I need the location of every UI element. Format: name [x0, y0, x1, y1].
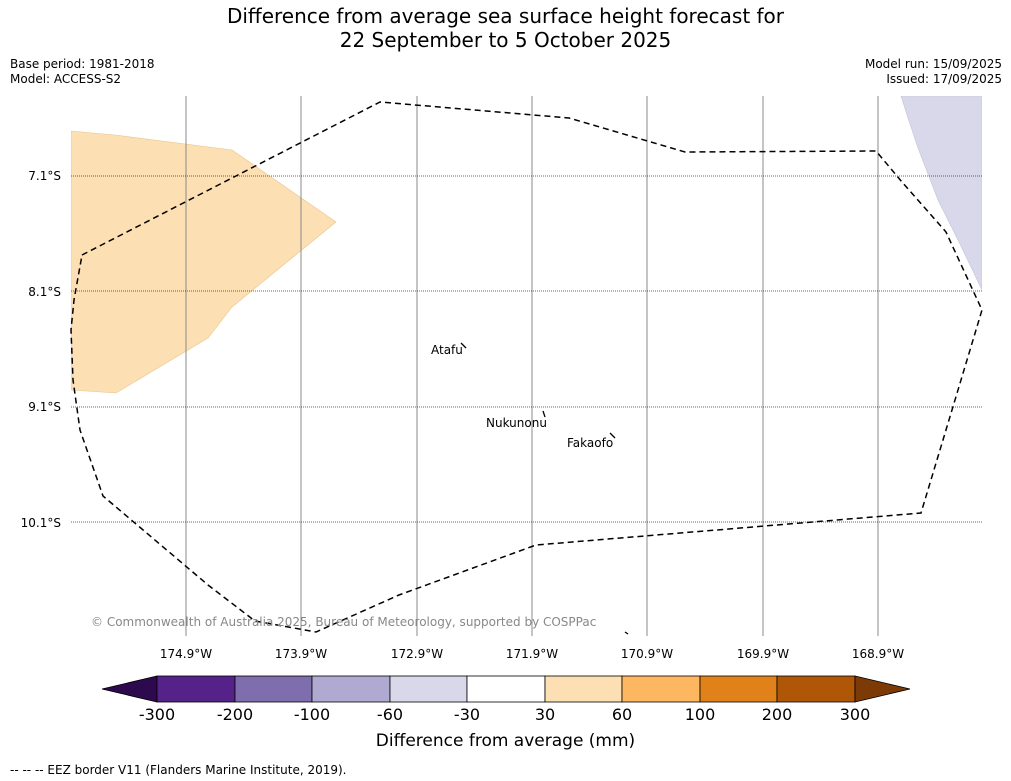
issued-text: Issued: 17/09/2025	[886, 72, 1002, 86]
colorbar-bin-minus60-minus30	[389, 675, 468, 703]
lat-label-9-1s: 9.1°S	[28, 400, 61, 414]
lat-label-8-1s: 8.1°S	[28, 285, 61, 299]
colorbar-bin-200-300	[776, 675, 856, 703]
eez-legend-text: -- -- -- EEZ border V11 (Flanders Marine…	[10, 763, 347, 777]
lon-label-170-9w: 170.9°W	[621, 647, 673, 661]
copyright-text: © Commonwealth of Australia 2025, Bureau…	[91, 615, 596, 629]
lon-label-174-9w: 174.9°W	[160, 647, 212, 661]
lat-label-7-1s: 7.1°S	[28, 169, 61, 183]
small-island	[624, 631, 629, 635]
colorbar-tick-label: 300	[840, 705, 871, 724]
colorbar-tick-label: -30	[454, 705, 480, 724]
colorbar-min-extend	[101, 675, 158, 703]
lon-label-169-9w: 169.9°W	[737, 647, 789, 661]
lon-label-168-9w: 168.9°W	[852, 647, 904, 661]
lon-label-173-9w: 173.9°W	[275, 647, 327, 661]
latitude-labels: 7.1°S 8.1°S 9.1°S 10.1°S	[21, 169, 61, 530]
title-line-2: 22 September to 5 October 2025	[339, 28, 672, 52]
model-info: Base period: 1981-2018 Model: ACCESS-S2	[10, 57, 155, 87]
colorbar-tick-label: 200	[762, 705, 793, 724]
colorbar-tick-labels: -300 -200 -100 -60 -30 30 60 100 200 300	[139, 705, 870, 724]
colorbar-bin-30-60	[544, 675, 623, 703]
colorbar-tick-label: -60	[377, 705, 403, 724]
meridian-lines	[185, 96, 879, 636]
longitude-labels: 174.9°W 173.9°W 172.9°W 171.9°W 170.9°W …	[160, 647, 904, 661]
colorbar-tick-label: 100	[685, 705, 716, 724]
colorbar-bin-minus100-minus60	[311, 675, 391, 703]
fakaofo-island	[609, 432, 616, 439]
negative-anomaly-region	[900, 96, 982, 291]
run-info: Model run: 15/09/2025 Issued: 17/09/2025	[865, 57, 1002, 87]
positive-anomaly-region	[71, 130, 337, 394]
place-label-nukunonu: Nukunonu	[486, 416, 547, 430]
model-run-text: Model run: 15/09/2025	[864, 57, 1002, 71]
lon-label-172-9w: 172.9°W	[391, 647, 443, 661]
title-line-1: Difference from average sea surface heig…	[226, 4, 785, 28]
colorbar-bin-minus30-30	[466, 675, 546, 703]
colorbar-tick-label: -200	[217, 705, 253, 724]
nukunonu-island	[542, 410, 546, 418]
colorbar-tick-label: 30	[535, 705, 555, 724]
lat-label-10-1s: 10.1°S	[21, 516, 61, 530]
model-text: Model: ACCESS-S2	[10, 72, 122, 86]
map-title: Difference from average sea surface heig…	[0, 4, 1011, 52]
colorbar-tick-label: 60	[612, 705, 632, 724]
base-period-text: Base period: 1981-2018	[10, 57, 155, 71]
colorbar-max-extend	[854, 675, 911, 703]
lon-label-171-9w: 171.9°W	[506, 647, 558, 661]
islands	[460, 342, 629, 635]
anomaly-regions	[71, 96, 982, 394]
colorbar-tick-label: -300	[139, 705, 175, 724]
atafu-island	[460, 342, 467, 349]
colorbar-bin-60-100	[621, 675, 701, 703]
eez-border	[70, 101, 983, 633]
colorbar-tick-label: -100	[294, 705, 330, 724]
place-label-atafu: Atafu	[431, 343, 463, 357]
colorbar-bin-100-200	[699, 675, 778, 703]
colorbar-label: Difference from average (mm)	[375, 731, 636, 751]
colorbar-bin-minus300-minus200	[156, 675, 236, 703]
place-label-fakaofo: Fakaofo	[567, 436, 613, 450]
colorbar	[101, 675, 911, 703]
colorbar-bin-minus200-minus100	[234, 675, 313, 703]
